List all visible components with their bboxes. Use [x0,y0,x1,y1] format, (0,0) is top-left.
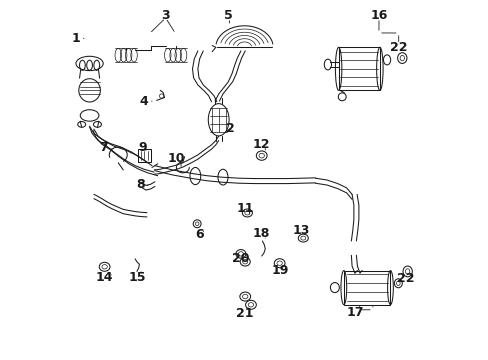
Text: 12: 12 [252,138,270,150]
Text: 16: 16 [369,9,387,22]
Text: 22: 22 [396,272,414,285]
Bar [343,271,389,305]
Text: 5: 5 [224,9,232,22]
Text: 4: 4 [140,95,148,108]
Text: 19: 19 [271,264,288,277]
Text: 13: 13 [292,224,309,237]
Text: 15: 15 [128,271,145,284]
Text: 6: 6 [195,228,203,241]
Text: 22: 22 [389,41,407,54]
Bar [338,47,379,90]
Text: 3: 3 [161,9,169,22]
Text: 7: 7 [100,141,108,154]
Text: 8: 8 [136,178,144,191]
Text: 17: 17 [346,306,364,319]
Text: 14: 14 [95,271,112,284]
Text: 10: 10 [167,152,185,165]
Text: 18: 18 [252,227,270,240]
Text: 21: 21 [235,307,253,320]
Text: 2: 2 [225,122,234,135]
Text: 11: 11 [236,202,253,215]
Text: 1: 1 [71,32,80,45]
Bar [137,149,150,162]
Text: 9: 9 [138,141,146,154]
Text: 20: 20 [232,252,249,265]
